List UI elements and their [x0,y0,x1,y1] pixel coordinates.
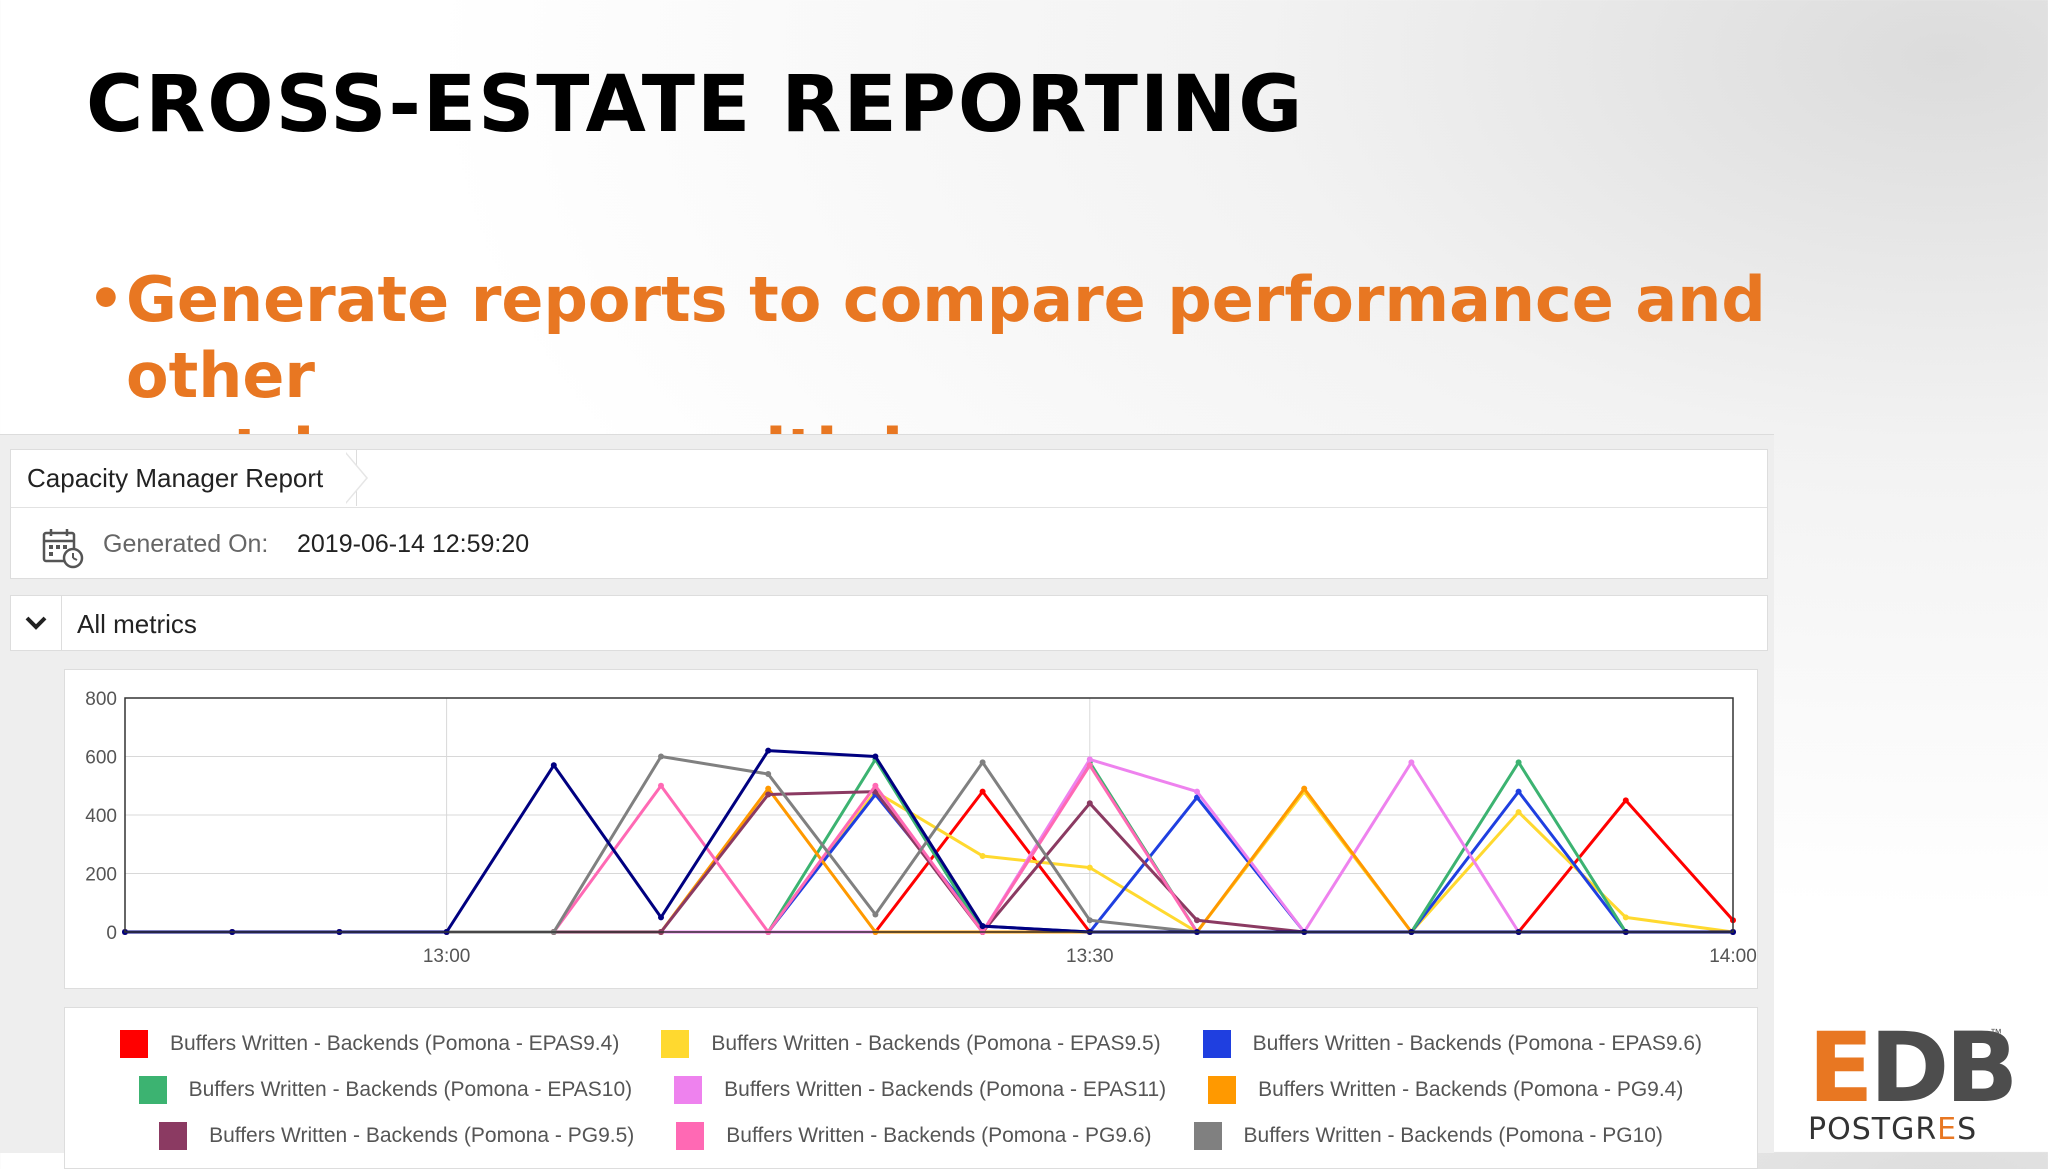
legend-row: Buffers Written - Backends (Pomona - PG9… [65,1122,1757,1150]
legend-swatch [661,1030,690,1058]
slide-title: CROSS-ESTATE REPORTING [86,60,1305,150]
legend-item[interactable]: Buffers Written - Backends (Pomona - PG9… [1208,1076,1683,1104]
data-point [765,791,772,798]
data-point [1622,797,1629,804]
x-tick-label: 13:00 [423,946,471,967]
data-point [1194,788,1200,795]
data-point [1086,762,1093,769]
legend-item[interactable]: Buffers Written - Backends (Pomona - EPA… [119,1030,620,1058]
legend-swatch [676,1122,705,1150]
legend-row: Buffers Written - Backends (Pomona - EPA… [65,1030,1757,1058]
y-tick-label: 600 [85,748,117,769]
all-metrics-label: All metrics [77,609,197,639]
legend-item[interactable]: Buffers Written - Backends (Pomona - PG9… [159,1122,634,1150]
data-point [765,785,772,792]
legend-item[interactable]: Buffers Written - Backends (Pomona - EPA… [1202,1030,1703,1058]
data-point [550,762,557,769]
all-metrics-section-header[interactable]: All metrics [10,595,1768,651]
legend-swatch [159,1122,188,1150]
y-tick-label: 400 [85,806,117,827]
report-header-panel: Capacity Manager Report Generated On: 20… [10,449,1768,579]
legend-label: Buffers Written - Backends (Pomona - EPA… [724,1078,1167,1101]
data-point [1086,864,1093,871]
series-line-3 [125,757,1733,934]
chart-legend: Buffers Written - Backends (Pomona - EPA… [64,1007,1758,1169]
line-chart: 0 200 400 600 800 13:00 13:30 14:00 [85,689,1757,967]
data-point [1086,917,1093,924]
data-point [872,782,879,789]
data-point [979,852,986,859]
legend-swatch [1193,1122,1222,1150]
legend-label: Buffers Written - Backends (Pomona - PG1… [1243,1124,1663,1147]
plot-area-border [124,697,1734,933]
legend-item[interactable]: Buffers Written - Backends (Pomona - PG1… [1193,1122,1663,1150]
legend-row: Buffers Written - Backends (Pomona - EPA… [65,1076,1757,1104]
calendar-clock-icon [42,529,84,569]
legend-swatch [1208,1076,1237,1104]
legend-label: Buffers Written - Backends (Pomona - PG9… [726,1124,1152,1147]
edb-postgres-logo: EDB ™ POSTGRES [1808,1020,2018,1147]
data-point [1086,800,1093,807]
collapse-toggle[interactable] [11,596,62,650]
data-point [765,771,772,778]
data-point [979,923,986,930]
bullet-line-1: Generate reports to compare performance … [126,263,1766,412]
data-point [872,753,879,760]
legend-swatch [1202,1030,1231,1058]
data-point [1515,788,1522,795]
legend-item[interactable]: Buffers Written - Backends (Pomona - PG9… [676,1122,1152,1150]
data-point [765,747,772,754]
legend-label: Buffers Written - Backends (Pomona - EPA… [188,1078,633,1101]
x-tick-label: 14:00 [1709,946,1757,967]
data-point [1408,759,1415,766]
bullet-marker: • [88,267,124,332]
legend-swatch [674,1076,703,1104]
y-tick-label: 0 [106,923,117,944]
data-point [658,782,664,789]
logo-trademark: ™ [1990,1026,2002,1040]
chevron-down-icon [25,616,47,630]
legend-swatch [119,1030,148,1058]
data-point [1086,756,1093,763]
data-point [1622,914,1629,921]
data-point [1515,809,1522,816]
legend-item[interactable]: Buffers Written - Backends (Pomona - EPA… [674,1076,1166,1104]
legend-item[interactable]: Buffers Written - Backends (Pomona - EPA… [138,1076,633,1104]
data-point [1515,759,1522,766]
data-point [658,914,664,921]
breadcrumb[interactable]: Capacity Manager Report [11,450,357,506]
data-point [658,753,664,760]
header-divider [11,507,1767,508]
logo-subtitle: POSTGRES [1808,1112,1978,1147]
breadcrumb-label: Capacity Manager Report [27,463,324,493]
data-point [979,759,986,766]
legend-item[interactable]: Buffers Written - Backends (Pomona - EPA… [661,1030,1161,1058]
generated-on-value: 2019-06-14 12:59:20 [297,530,530,558]
breadcrumb-arrow [345,452,368,504]
legend-label: Buffers Written - Backends (Pomona - EPA… [1252,1032,1703,1055]
legend-swatch [138,1076,167,1104]
report-screenshot: Capacity Manager Report Generated On: 20… [0,434,1774,1169]
x-tick-label: 13:30 [1066,946,1114,967]
data-point [1194,917,1200,924]
data-point [872,911,879,918]
legend-label: Buffers Written - Backends (Pomona - PG9… [209,1124,635,1147]
logo-wordmark: EDB [1808,1012,2018,1124]
data-point [979,788,986,795]
legend-label: Buffers Written - Backends (Pomona - EPA… [711,1032,1161,1055]
series-line-7 [125,763,1733,934]
y-tick-label: 200 [85,865,117,886]
generated-on-label: Generated On: [103,530,269,558]
legend-label: Buffers Written - Backends (Pomona - PG9… [1258,1078,1684,1101]
legend-label: Buffers Written - Backends (Pomona - EPA… [169,1032,620,1055]
data-point [1301,785,1308,792]
series-line-6 [125,790,1733,934]
chart-panel: 0 200 400 600 800 13:00 13:30 14:00 [64,669,1758,989]
y-tick-label: 800 [85,689,117,710]
